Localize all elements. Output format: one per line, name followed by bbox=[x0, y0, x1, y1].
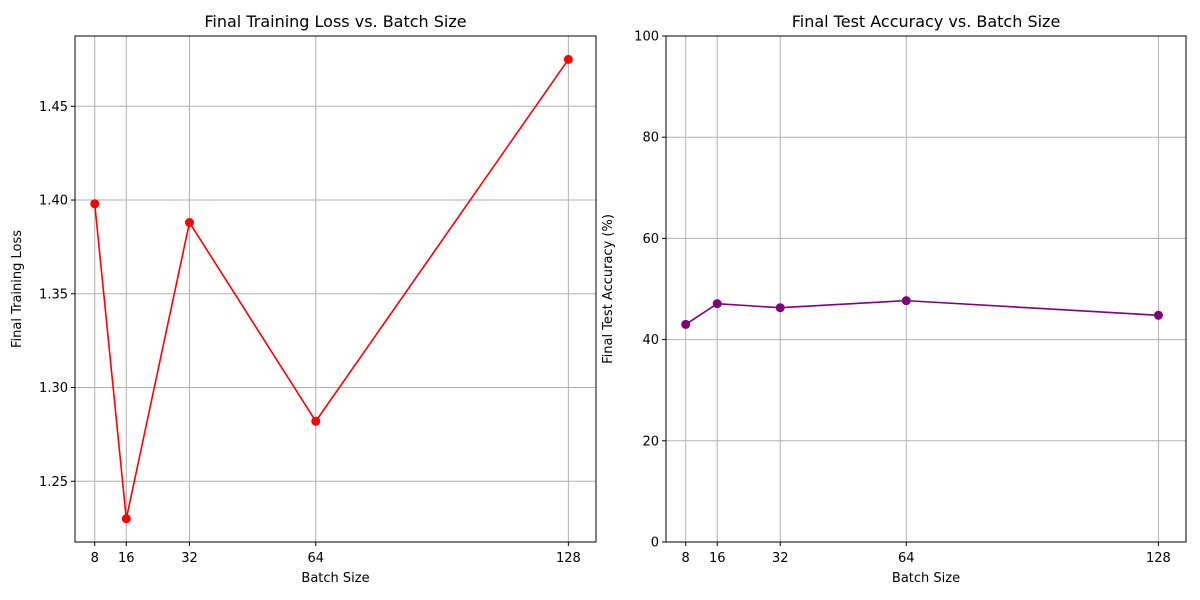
training-loss-chart: 8 16 32 64 128 1.25 1.30 1.35 1.40 1.45 Final Trai… bbox=[10, 12, 597, 586]
x-tick-label: 64 bbox=[898, 551, 915, 566]
y-tick-label: 1.35 bbox=[39, 287, 68, 302]
axes-frame bbox=[74, 35, 597, 543]
y-tick-label: 1.30 bbox=[39, 381, 68, 396]
x-tick-label: 32 bbox=[772, 551, 789, 566]
x-tick-label: 64 bbox=[307, 551, 324, 566]
y-tick-label: 80 bbox=[642, 131, 659, 146]
x-tick-label: 8 bbox=[91, 551, 99, 566]
y-tick-label: 1.40 bbox=[39, 194, 68, 209]
x-tick-label: 128 bbox=[1146, 551, 1171, 566]
chart-title: Final Training Loss vs. Batch Size bbox=[204, 12, 466, 31]
data-point bbox=[1153, 310, 1163, 320]
data-point bbox=[901, 296, 911, 306]
axes-frame bbox=[665, 35, 1187, 543]
x-tick-label: 128 bbox=[556, 551, 581, 566]
y-tick-label: 0 bbox=[651, 536, 659, 551]
data-point bbox=[775, 303, 785, 313]
x-tick-label: 16 bbox=[709, 551, 726, 566]
data-point bbox=[563, 54, 573, 64]
y-tick-label: 1.45 bbox=[39, 100, 68, 115]
data-point bbox=[712, 299, 722, 309]
chart-title: Final Test Accuracy vs. Batch Size bbox=[792, 12, 1061, 31]
x-tick-label: 32 bbox=[181, 551, 198, 566]
y-tick-label: 60 bbox=[642, 232, 659, 247]
y-tick-label: 20 bbox=[642, 434, 659, 449]
y-tick-label: 1.25 bbox=[39, 475, 68, 490]
x-axis-label: Batch Size bbox=[892, 571, 960, 586]
data-point bbox=[184, 218, 194, 228]
y-axis-label: Final Training Loss bbox=[10, 230, 25, 348]
y-tick-label: 100 bbox=[634, 30, 659, 45]
x-axis-label: Batch Size bbox=[301, 571, 369, 586]
series-line bbox=[685, 299, 1159, 326]
x-tick-label: 8 bbox=[682, 551, 690, 566]
y-tick-label: 40 bbox=[642, 333, 659, 348]
data-point bbox=[90, 199, 100, 209]
series-line bbox=[93, 58, 570, 519]
test-accuracy-chart: 8 16 32 64 128 0 20 40 60 80 100 Final Test Accurac… bbox=[601, 12, 1187, 586]
data-point bbox=[311, 416, 321, 426]
x-tick-label: 16 bbox=[118, 551, 135, 566]
data-point bbox=[121, 514, 131, 524]
data-point bbox=[681, 319, 691, 329]
y-axis-label: Final Test Accuracy (%) bbox=[601, 214, 616, 364]
